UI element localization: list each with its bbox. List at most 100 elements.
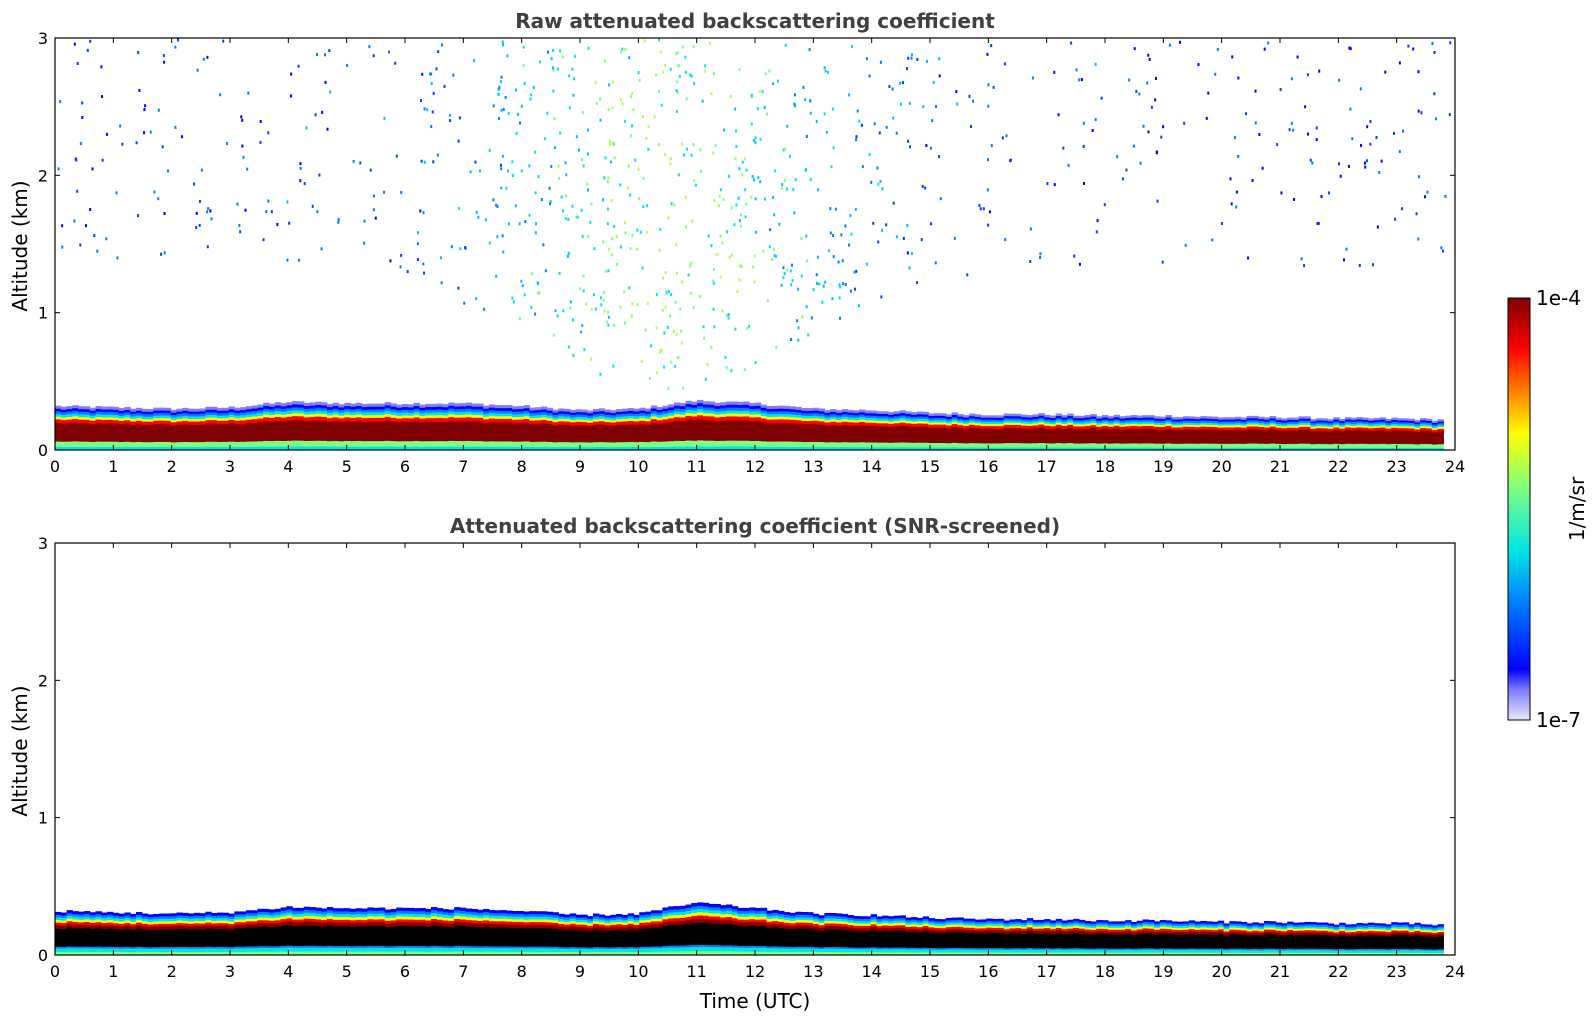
layer-band [437, 911, 443, 914]
layer-band [848, 925, 854, 928]
layer-band [477, 441, 483, 447]
layer-column [344, 403, 350, 451]
layer-band [124, 915, 130, 918]
layer-band [830, 926, 836, 930]
layer-band [286, 915, 292, 918]
noise-speckle [550, 165, 552, 168]
layer-band [570, 923, 576, 926]
layer-column [761, 405, 767, 451]
layer-band [281, 947, 287, 951]
layer-column [842, 409, 848, 450]
layer-band [807, 418, 813, 421]
layer-band [1316, 430, 1322, 444]
layer-band [78, 423, 84, 442]
layer-band [229, 419, 235, 423]
layer-column [333, 403, 339, 451]
noise-speckle [201, 169, 203, 172]
layer-column [414, 403, 420, 451]
noise-speckle [838, 261, 840, 264]
layer-band [275, 411, 281, 414]
layer-column [153, 408, 159, 451]
layer-band [101, 925, 107, 929]
layer-band [275, 923, 281, 927]
layer-column [1137, 416, 1143, 451]
layer-band [67, 918, 73, 921]
layer-band [535, 948, 541, 952]
noise-speckle [632, 108, 634, 111]
layer-band [876, 414, 882, 417]
layer-band [188, 414, 194, 417]
layer-band [90, 442, 96, 447]
layer-band [616, 425, 622, 443]
layer-band [1362, 430, 1368, 444]
layer-band [633, 414, 639, 417]
noise-speckle [791, 264, 793, 267]
layer-band [564, 924, 570, 927]
layer-band [714, 913, 720, 916]
layer-band [367, 406, 373, 409]
layer-column [784, 912, 790, 955]
layer-column [402, 404, 408, 450]
layer-band [529, 916, 535, 919]
layer-band [477, 412, 483, 415]
layer-band [790, 409, 796, 412]
noise-speckle [193, 183, 195, 186]
layer-band [709, 420, 715, 441]
noise-speckle [513, 300, 515, 303]
layer-band [558, 926, 564, 930]
layer-band [772, 423, 778, 442]
layer-band [1177, 427, 1183, 430]
layer-band [304, 918, 310, 921]
noise-speckle [736, 290, 738, 293]
layer-band [616, 412, 622, 415]
layer-band [327, 407, 333, 410]
layer-band [95, 411, 101, 414]
layer-band [419, 407, 425, 410]
noise-speckle [1369, 120, 1371, 123]
layer-column [1281, 418, 1287, 450]
layer-band [772, 411, 778, 414]
layer-band [130, 411, 136, 414]
layer-band [437, 947, 443, 951]
layer-band [743, 410, 749, 413]
layer-band [957, 414, 963, 417]
layer-band [200, 923, 206, 926]
noise-speckle [646, 204, 648, 207]
layer-column [1247, 416, 1253, 451]
layer-band [211, 918, 217, 921]
noise-speckle [73, 219, 75, 222]
layer-band [1293, 418, 1299, 420]
noise-speckle [603, 299, 605, 302]
layer-band [529, 948, 535, 952]
noise-speckle [1148, 130, 1150, 133]
layer-band [952, 412, 958, 415]
layer-band [240, 919, 246, 922]
layer-column [246, 406, 252, 450]
layer-band [558, 413, 564, 416]
layer-band [385, 408, 391, 411]
layer-band [1299, 426, 1305, 429]
layer-band [1085, 426, 1091, 429]
layer-band [593, 948, 599, 952]
noise-speckle [242, 156, 244, 159]
layer-band [761, 422, 767, 441]
layer-band [518, 914, 524, 917]
noise-speckle [754, 255, 756, 258]
noise-speckle [1054, 183, 1056, 186]
noise-speckle [789, 155, 791, 158]
layer-band [610, 417, 616, 420]
layer-band [657, 417, 663, 420]
layer-band [761, 913, 767, 916]
layer-band [263, 914, 269, 917]
noise-speckle [793, 103, 795, 106]
layer-band [1206, 443, 1212, 447]
layer-column [1270, 416, 1276, 450]
noise-speckle [877, 183, 879, 186]
layer-band [622, 930, 628, 947]
layer-band [402, 421, 408, 441]
layer-band [928, 413, 934, 416]
layer-band [136, 424, 142, 442]
layer-band [460, 403, 466, 406]
layer-band [767, 921, 773, 924]
layer-column [680, 906, 686, 956]
